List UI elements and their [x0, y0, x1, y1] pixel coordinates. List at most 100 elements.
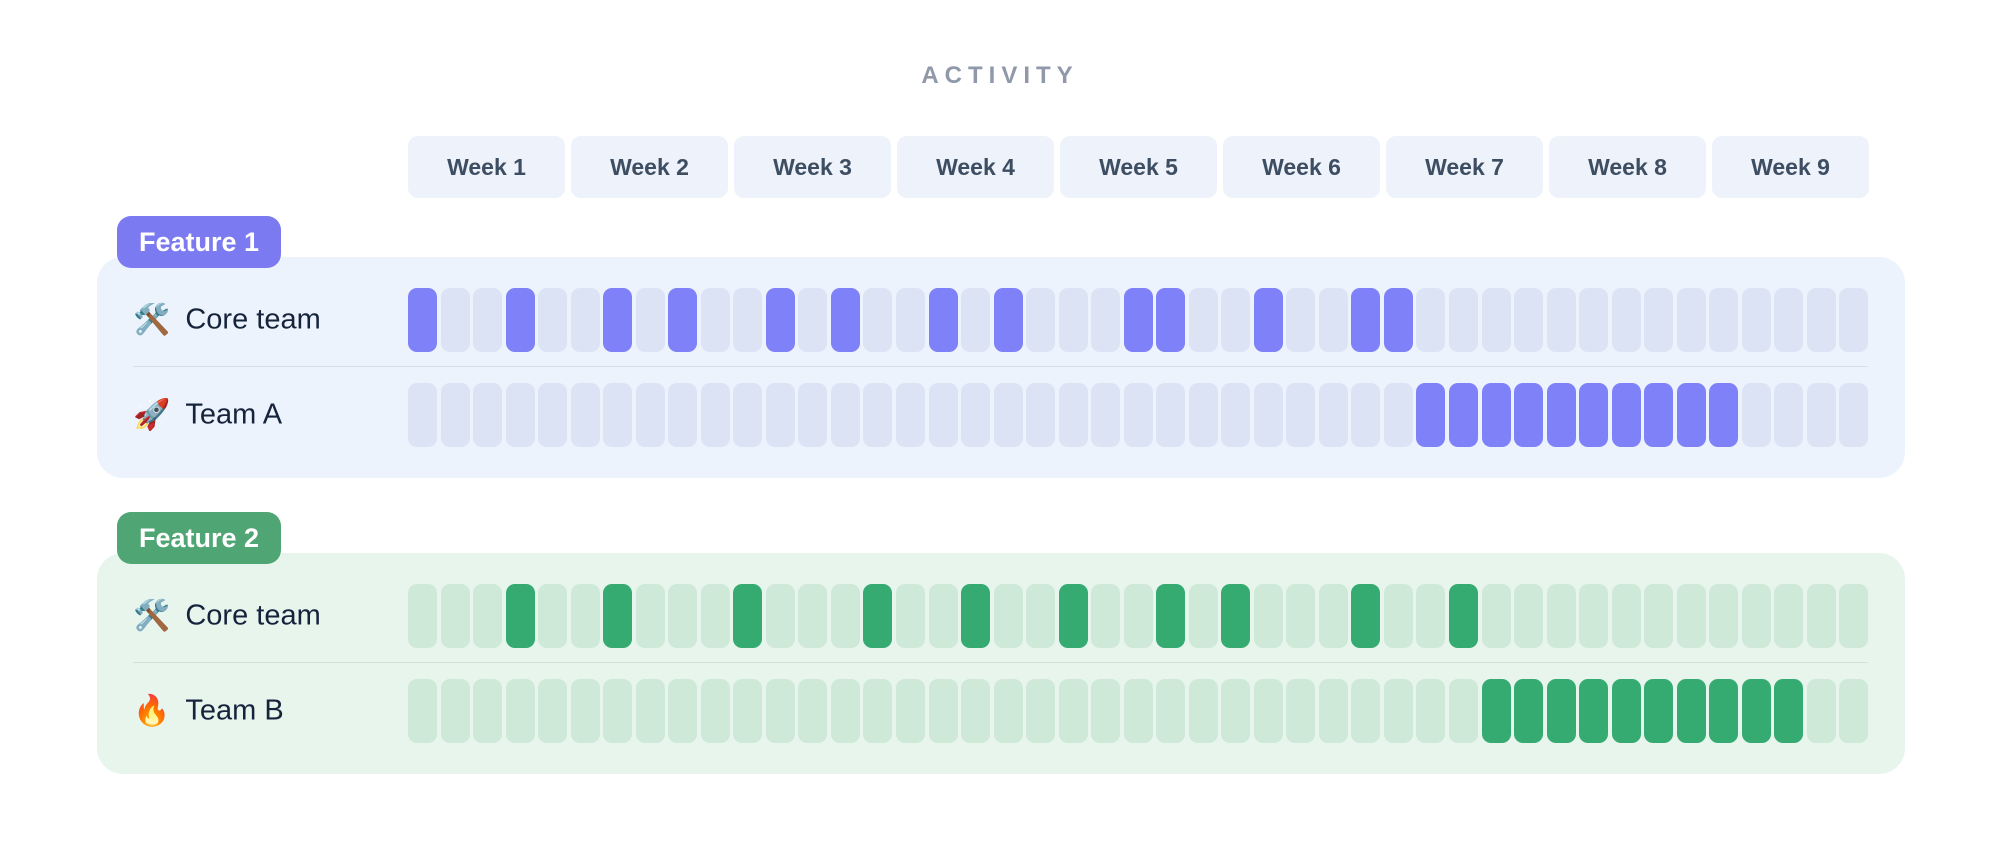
activity-cell — [928, 288, 958, 352]
activity-cell — [570, 679, 600, 743]
activity-cell — [538, 584, 568, 648]
activity-cell — [1416, 679, 1446, 743]
team-row-label: 🛠️ Core team — [133, 304, 321, 337]
activity-cell — [863, 383, 893, 447]
activity-cell — [1449, 584, 1478, 648]
activity-cell — [1839, 584, 1869, 648]
activity-cell — [1221, 383, 1251, 447]
activity-cell — [1026, 584, 1056, 648]
activity-cell — [1611, 584, 1641, 648]
activity-cell — [830, 679, 860, 743]
activity-cell — [1383, 584, 1413, 648]
activity-cell — [440, 383, 470, 447]
activity-cell — [1286, 679, 1316, 743]
activity-cell — [408, 288, 437, 352]
activity-cell — [1709, 584, 1739, 648]
week-tile: Week 8 — [1549, 136, 1706, 198]
activity-cell — [863, 288, 893, 352]
activity-cell — [1644, 584, 1674, 648]
activity-cell — [1318, 383, 1348, 447]
activity-cell — [440, 288, 470, 352]
activity-cell — [440, 584, 470, 648]
activity-cell — [635, 288, 665, 352]
activity-cell — [1091, 383, 1121, 447]
activity-cell — [1091, 584, 1121, 648]
activity-cell — [603, 679, 633, 743]
activity-cell — [1546, 383, 1576, 447]
activity-cell — [603, 584, 633, 648]
activity-cell — [1449, 679, 1478, 743]
activity-cell — [1839, 679, 1869, 743]
activity-cell — [1839, 383, 1869, 447]
activity-cell — [1546, 288, 1576, 352]
team-label: Core team — [185, 303, 321, 336]
hammer-and-wrench-icon: 🛠️ — [133, 303, 171, 336]
hammer-and-wrench-icon: 🛠️ — [133, 599, 171, 632]
activity-cell — [1383, 383, 1413, 447]
page-title: ACTIVITY — [921, 62, 1079, 90]
activity-cell — [570, 584, 600, 648]
activity-cell — [473, 383, 503, 447]
activity-cell — [863, 679, 893, 743]
activity-cell — [1058, 288, 1088, 352]
activity-cell — [1221, 584, 1251, 648]
activity-cell — [505, 679, 535, 743]
activity-cell — [1156, 679, 1186, 743]
activity-cell — [668, 679, 698, 743]
row-divider — [133, 366, 1868, 367]
activity-cell — [1514, 288, 1544, 352]
activity-cell — [1546, 679, 1576, 743]
activity-cell — [1351, 383, 1381, 447]
activity-cell — [830, 288, 860, 352]
activity-cell — [1644, 679, 1674, 743]
feature-panel: 🛠️ Core team 🚀 Team A — [97, 257, 1905, 478]
activity-cell — [1741, 383, 1771, 447]
activity-cell — [1026, 383, 1056, 447]
activity-cell — [1611, 288, 1641, 352]
activity-cell — [733, 584, 763, 648]
activity-cell — [1188, 288, 1218, 352]
activity-cell — [1253, 383, 1283, 447]
activity-cell — [993, 383, 1023, 447]
week-tile: Week 6 — [1223, 136, 1380, 198]
activity-cell — [1286, 383, 1316, 447]
activity-cell — [1188, 584, 1218, 648]
activity-cell — [961, 584, 991, 648]
activity-cell — [830, 383, 860, 447]
feature-panel: 🛠️ Core team 🔥 Team B — [97, 553, 1905, 774]
activity-cell — [408, 679, 437, 743]
activity-cell — [1253, 679, 1283, 743]
activity-cell — [570, 288, 600, 352]
activity-cell — [961, 679, 991, 743]
activity-cell — [798, 288, 828, 352]
week-tile: Week 7 — [1386, 136, 1543, 198]
activity-cell — [1741, 584, 1771, 648]
activity-cell — [1383, 288, 1413, 352]
activity-cell — [1156, 383, 1186, 447]
activity-cell — [961, 383, 991, 447]
activity-cell — [1091, 288, 1121, 352]
activity-cell — [733, 679, 763, 743]
activity-cell — [961, 288, 991, 352]
activity-cell — [538, 288, 568, 352]
team-row-label: 🛠️ Core team — [133, 600, 321, 633]
activity-cell — [1709, 383, 1739, 447]
activity-cell — [1579, 679, 1609, 743]
activity-cell — [733, 288, 763, 352]
activity-cell — [1774, 584, 1804, 648]
activity-cell — [1253, 288, 1283, 352]
team-row: 🛠️ Core team — [97, 584, 1905, 648]
activity-cell — [1514, 679, 1544, 743]
activity-cell — [1188, 383, 1218, 447]
activity-cell — [668, 383, 698, 447]
activity-cell — [765, 288, 795, 352]
rocket-icon: 🚀 — [133, 398, 171, 431]
activity-cell — [1058, 584, 1088, 648]
team-row: 🔥 Team B — [97, 679, 1905, 743]
activity-cell — [1806, 288, 1836, 352]
activity-cell — [505, 584, 535, 648]
activity-cell — [993, 679, 1023, 743]
activity-cell — [1709, 679, 1739, 743]
activity-cell — [1351, 679, 1381, 743]
activity-cell — [1644, 383, 1674, 447]
